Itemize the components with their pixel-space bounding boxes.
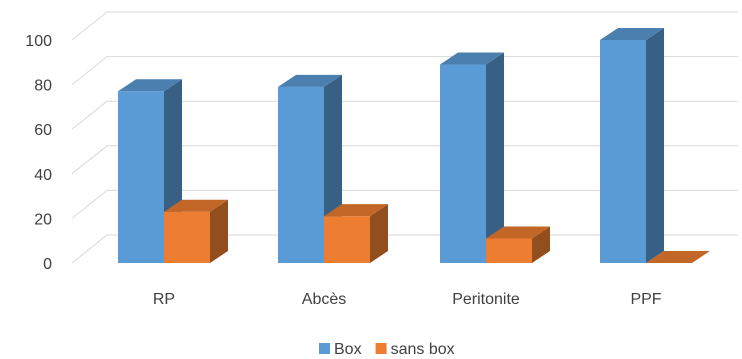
x-tick-label: RP bbox=[153, 291, 175, 308]
y-tick-label: 40 bbox=[34, 167, 52, 184]
bar-side-0-3 bbox=[646, 28, 664, 263]
bar-top-0-2 bbox=[440, 52, 504, 65]
bar-box-3 bbox=[600, 40, 646, 263]
bar-side-1-2 bbox=[532, 226, 550, 263]
y-tick-label: 0 bbox=[43, 256, 52, 273]
bar-top-0-0 bbox=[118, 79, 182, 92]
bar-top-1-0 bbox=[164, 199, 228, 212]
y-tick-label: 80 bbox=[34, 78, 52, 95]
bar-sans-box-2 bbox=[486, 238, 532, 263]
bar-box-0 bbox=[118, 91, 164, 263]
y-tick-label: 60 bbox=[34, 122, 52, 139]
legend: Box sans box bbox=[319, 341, 455, 358]
bar-top-1-3 bbox=[646, 251, 710, 263]
bar-top-1-1 bbox=[324, 204, 388, 217]
bars bbox=[118, 28, 710, 263]
gridline-20 bbox=[71, 190, 108, 219]
x-axis-labels: RP Abcès Peritonite PPF bbox=[153, 291, 662, 308]
bar-box-2 bbox=[440, 64, 486, 263]
legend-swatch-0 bbox=[319, 343, 330, 354]
gridline-100 bbox=[71, 11, 108, 41]
legend-swatch-1 bbox=[375, 343, 387, 354]
y-axis-ticks: 0 20 40 60 80 100 bbox=[25, 33, 52, 273]
x-tick-label: Abcès bbox=[302, 291, 346, 308]
bar-top-0-1 bbox=[278, 74, 342, 87]
bar-sans-box-1 bbox=[324, 216, 370, 263]
gridline-60 bbox=[71, 100, 108, 130]
gridline-0 bbox=[71, 234, 108, 264]
bar-side-1-0 bbox=[210, 199, 228, 263]
x-tick-label: Peritonite bbox=[452, 291, 520, 308]
gridline-40 bbox=[71, 145, 108, 175]
x-tick-label: PPF bbox=[630, 291, 661, 308]
y-tick-label: 20 bbox=[34, 211, 52, 228]
bar-sans-box-0 bbox=[164, 211, 210, 263]
bar-side-1-1 bbox=[370, 204, 388, 263]
y-tick-label: 100 bbox=[25, 33, 52, 50]
bar-side-0-2 bbox=[486, 52, 504, 263]
bar-top-1-2 bbox=[486, 226, 550, 239]
legend-label: sans box bbox=[391, 341, 455, 358]
gridline-80 bbox=[71, 56, 108, 85]
bar-box-1 bbox=[278, 86, 324, 263]
bar-top-0-3 bbox=[600, 28, 664, 40]
legend-label: Box bbox=[334, 341, 362, 358]
